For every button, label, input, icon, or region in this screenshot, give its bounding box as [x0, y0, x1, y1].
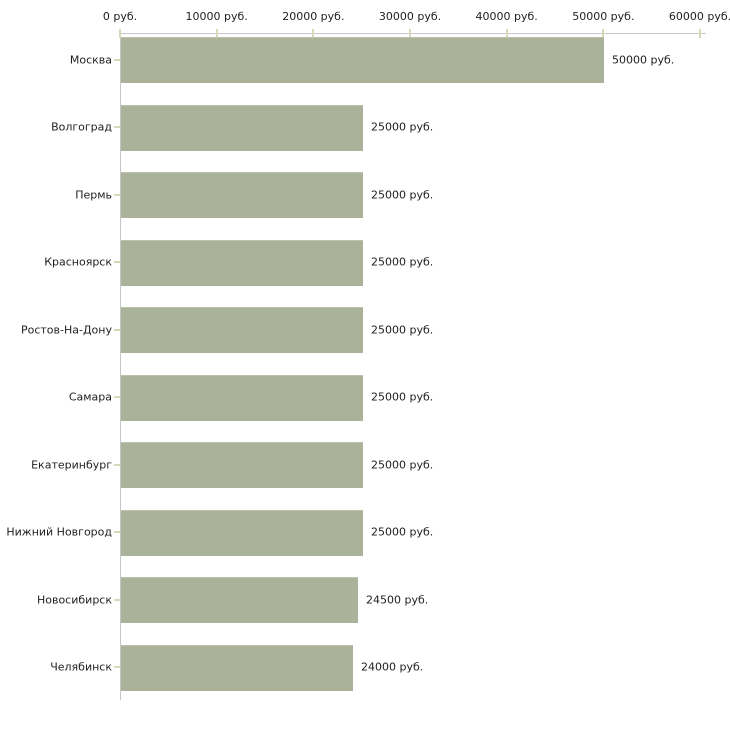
bar-value-label: 25000 руб.: [371, 525, 434, 539]
bar-value-label: 25000 руб.: [371, 458, 434, 471]
x-axis-tick: [699, 29, 701, 38]
x-axis-tick-label: 50000 руб.: [572, 10, 635, 23]
category-tick: [114, 58, 120, 61]
category-label: Нижний Новгород: [6, 525, 112, 539]
y-axis-line: [120, 33, 121, 700]
bar-value-label: 50000 руб.: [612, 53, 675, 66]
bar: [121, 104, 363, 151]
category-tick: [114, 666, 120, 668]
category-label: Самара: [68, 390, 112, 404]
x-axis-tick-label: 20000 руб.: [282, 10, 345, 23]
bar-value-label: 25000 руб.: [371, 188, 434, 201]
bar: [121, 644, 353, 691]
category-tick: [114, 126, 120, 128]
x-axis-tick: [119, 29, 121, 38]
bar-value-label: 25000 руб.: [371, 323, 434, 336]
bar: [121, 509, 363, 556]
bar-value-label: 25000 руб.: [371, 120, 434, 134]
category-tick: [114, 396, 120, 398]
x-axis-tick-label: 60000 руб.: [668, 10, 730, 23]
category-label: Челябинск: [50, 660, 112, 674]
category-label: Красноярск: [44, 255, 112, 269]
x-axis-tick: [602, 29, 605, 38]
category-label: Пермь: [75, 188, 112, 201]
category-label: Волгоград: [51, 120, 112, 134]
bar-value-label: 24000 руб.: [361, 660, 424, 674]
category-label: Новосибирск: [36, 593, 112, 606]
category-tick: [114, 261, 120, 263]
bar-value-label: 25000 руб.: [371, 255, 434, 269]
x-axis-tick: [312, 29, 315, 38]
x-axis-tick: [505, 29, 508, 38]
category-tick: [114, 531, 120, 533]
category-label: Ростов-На-Дону: [20, 323, 112, 336]
bar: [121, 172, 363, 218]
bar: [121, 37, 604, 83]
x-axis-tick-label: 0 руб.: [102, 10, 138, 23]
x-axis-line: [120, 33, 706, 34]
category-tick: [114, 598, 120, 601]
category-tick: [114, 463, 120, 466]
bar-value-label: 25000 руб.: [371, 390, 434, 404]
category-tick: [114, 193, 120, 196]
bar-value-label: 24500 руб.: [366, 593, 429, 606]
x-axis-tick-label: 10000 руб.: [185, 10, 248, 23]
x-axis-tick-label: 40000 руб.: [475, 10, 538, 23]
category-tick: [114, 328, 120, 331]
bar: [121, 577, 358, 623]
category-label: Москва: [69, 53, 112, 66]
bar: [121, 307, 363, 353]
bar: [121, 239, 363, 286]
x-axis-tick-label: 30000 руб.: [378, 10, 442, 23]
bar: [121, 442, 363, 488]
x-axis-tick: [215, 29, 218, 38]
category-label: Екатеринбург: [31, 458, 112, 471]
x-axis-tick: [409, 29, 411, 38]
bar: [121, 374, 363, 421]
